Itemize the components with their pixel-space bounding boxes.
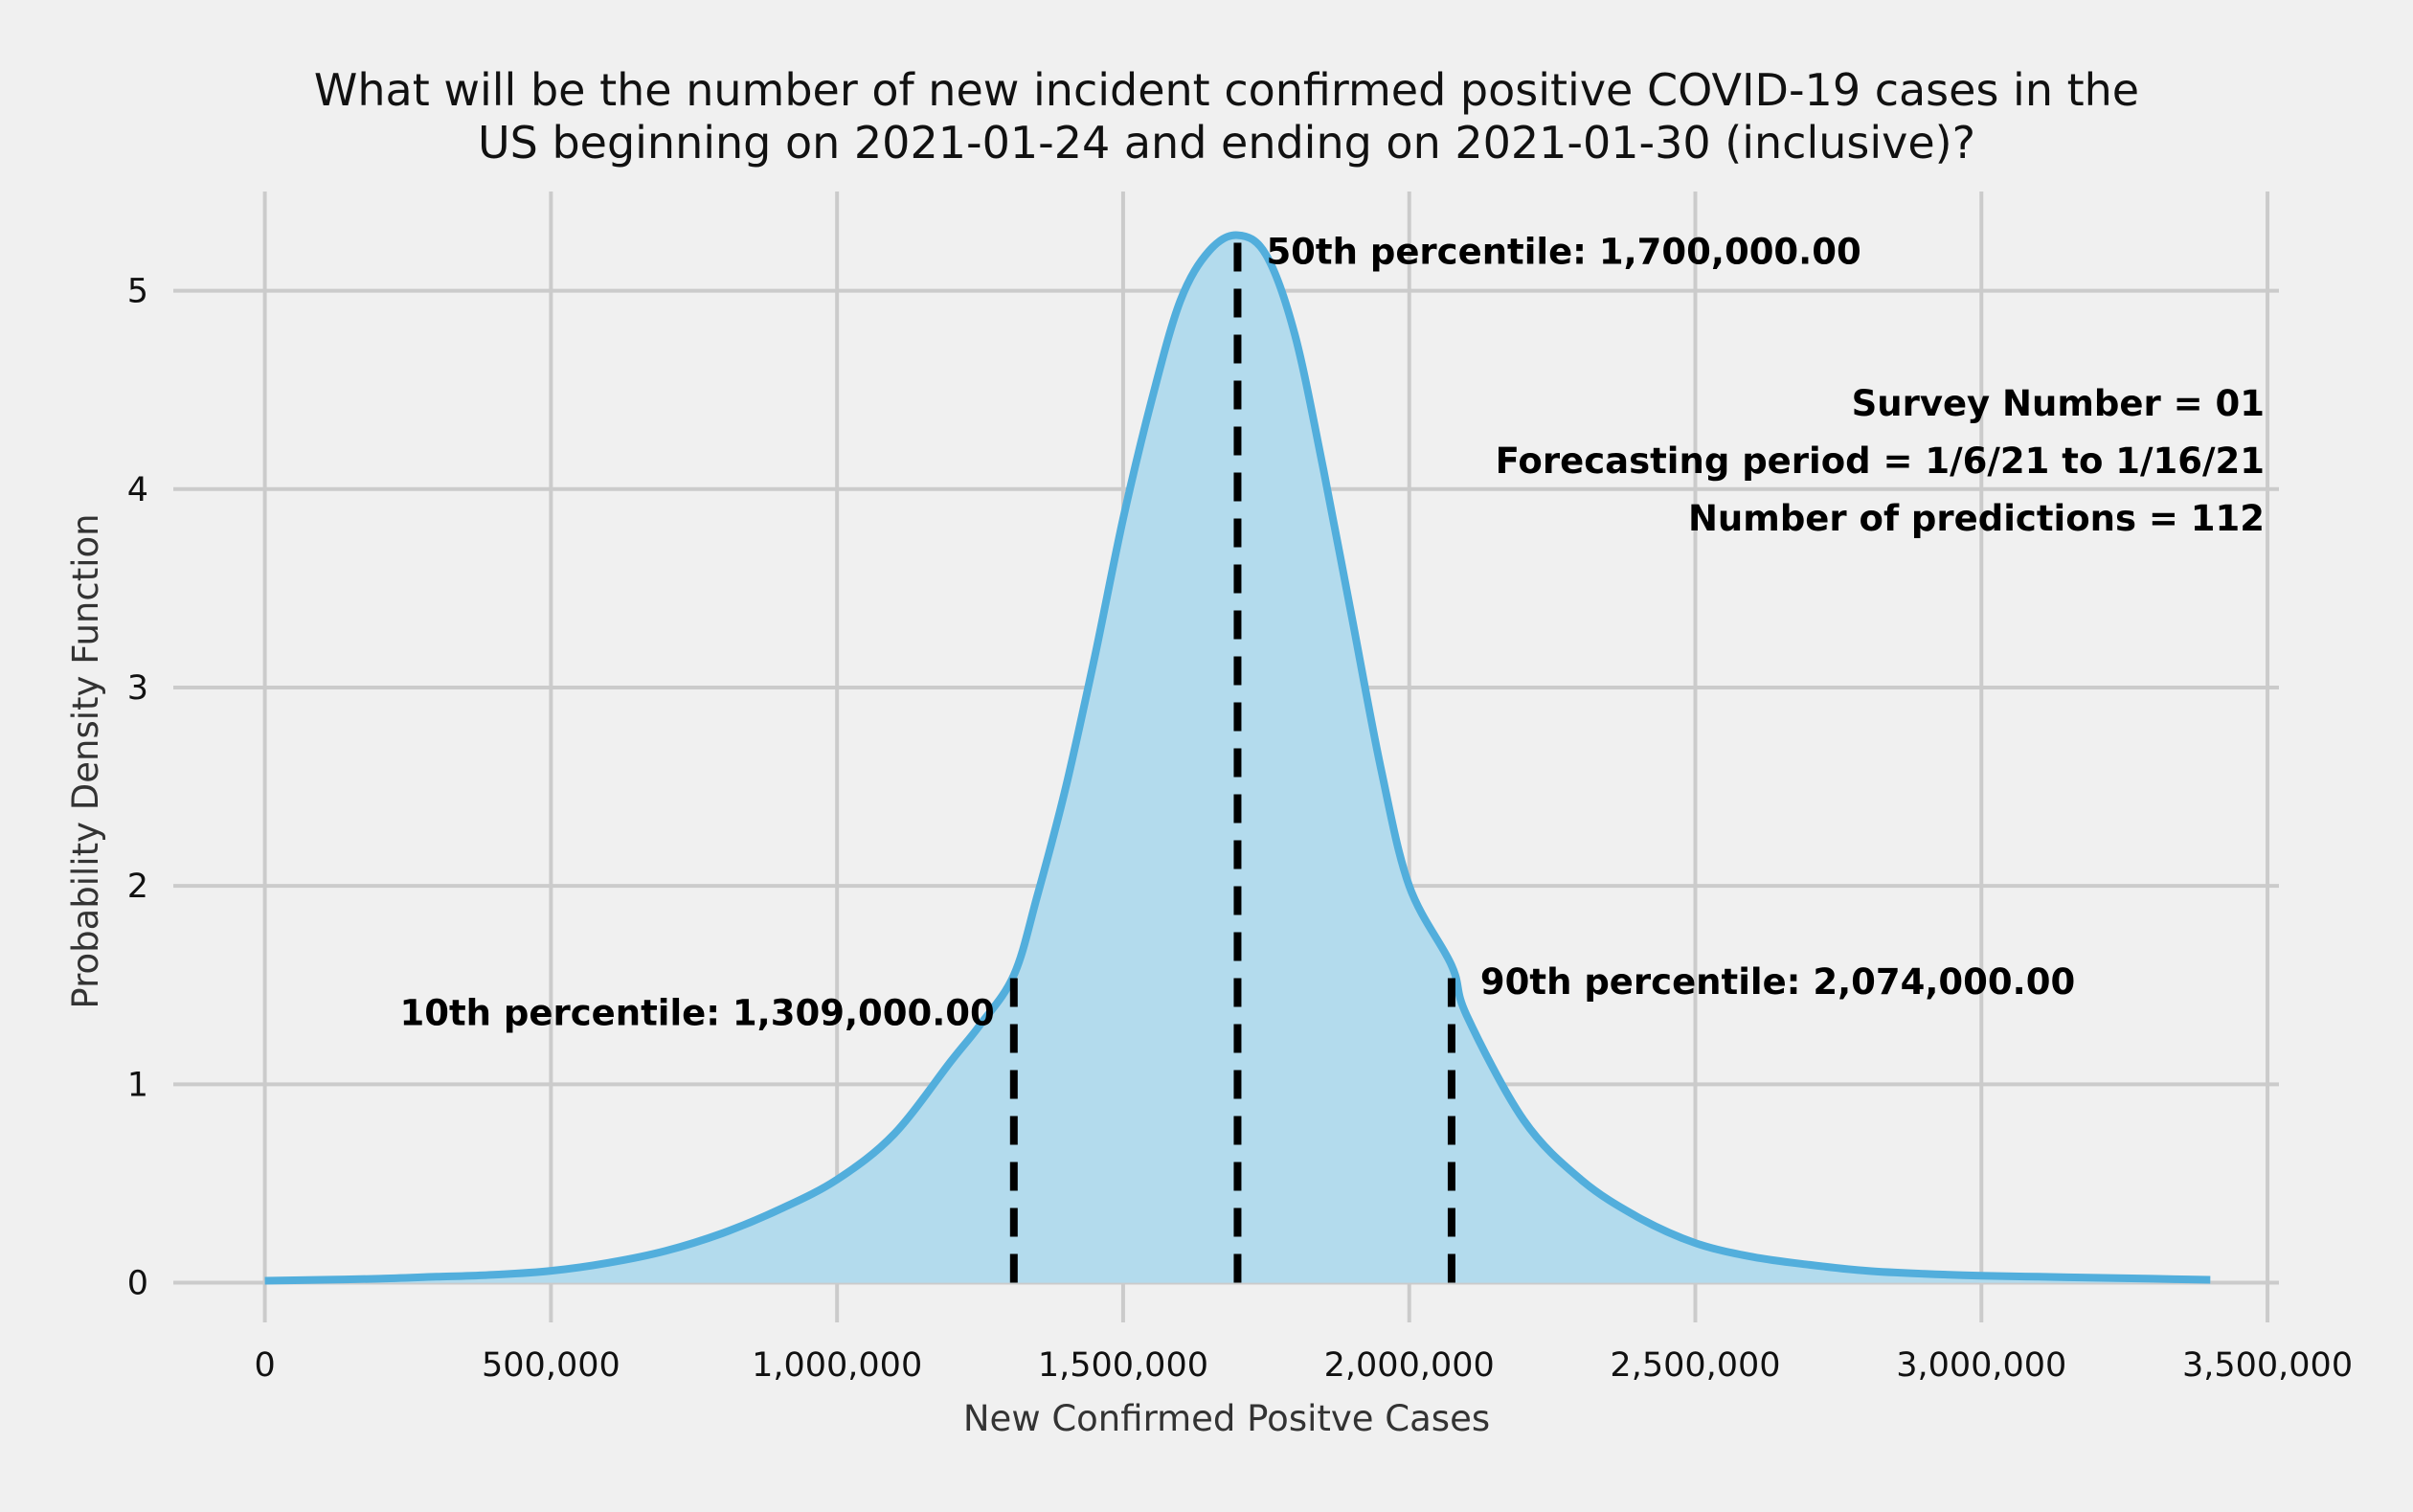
y-axis-label: Probability Density Function — [65, 513, 106, 1008]
percentile-label: 90th percentile: 2,074,000.00 — [1480, 961, 2075, 1003]
chart-title-line-2: US beginning on 2021-01-24 and ending on… — [478, 117, 1975, 169]
x-tick-label: 3,500,000 — [2182, 1346, 2353, 1385]
text-layer: What will be the number of new incident … — [65, 64, 2265, 1439]
percentile-label: 10th percentile: 1,309,000.00 — [400, 992, 995, 1033]
x-tick-label: 2,500,000 — [1610, 1346, 1780, 1385]
percentile-layer: 10th percentile: 1,309,000.00 50th percen… — [400, 232, 2075, 1283]
percentile-label: 50th percentile: 1,700,000.00 — [1266, 232, 1860, 273]
pdf-curve — [264, 231, 2211, 1285]
x-tick-label: 1,000,000 — [752, 1346, 922, 1385]
tick-layer: 0 500,000 1,000,000 1,500,000 2,000,000 2,500… — [127, 273, 2353, 1385]
line-layer — [264, 231, 2211, 1285]
info-survey-number: Survey Number = 01 — [1852, 383, 2265, 424]
y-tick-label: 5 — [127, 273, 148, 311]
y-tick-label: 0 — [127, 1265, 148, 1303]
y-tick-label: 3 — [127, 669, 148, 708]
x-tick-label: 1,500,000 — [1038, 1346, 1208, 1385]
chart-title-line-1: What will be the number of new incident … — [314, 64, 2139, 116]
info-number-of-predictions: Number of predictions = 112 — [1688, 498, 2265, 539]
x-tick-label: 500,000 — [482, 1346, 620, 1385]
x-tick-label: 3,000,000 — [1896, 1346, 2066, 1385]
x-axis-label: New Confirmed Positve Cases — [963, 1398, 1490, 1439]
x-tick-label: 0 — [254, 1346, 275, 1385]
y-tick-label: 2 — [127, 868, 148, 906]
y-tick-label: 1 — [127, 1066, 148, 1104]
y-tick-label: 4 — [127, 471, 148, 509]
x-tick-label: 2,000,000 — [1324, 1346, 1495, 1385]
info-forecasting-period: Forecasting period = 1/6/21 to 1/16/21 — [1496, 440, 2265, 482]
